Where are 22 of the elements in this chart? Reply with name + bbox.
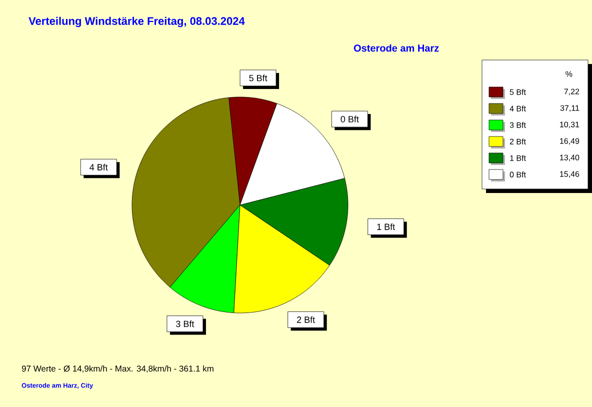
slice-label: 4 Bft <box>90 164 108 170</box>
data-label: 13,40 <box>560 154 580 162</box>
data-label: 15,46 <box>560 171 580 178</box>
legend-label: 2 Bft <box>510 138 526 144</box>
slice-label: 0 Bft <box>340 116 359 122</box>
data-label: 37,11 <box>560 105 580 112</box>
legend-label: 0 Bft <box>510 172 526 178</box>
legend-label: 1 Bft <box>510 155 526 161</box>
text: 97 Werte - Ø 14,9km/h - Max. 34,8km/h - 361.1 km <box>22 365 214 373</box>
legend-label: 4 Bft <box>510 106 526 112</box>
data-label: 16,49 <box>560 138 580 145</box>
slice-label: 3 Bft <box>176 320 194 328</box>
data-label: 10,31 <box>560 122 580 128</box>
legend-label: 3 Bft <box>510 122 526 128</box>
legend-label: 5 Bft <box>510 89 526 95</box>
chart-title: Verteilung Windstärke Freitag, 08.03.2024 <box>28 16 245 28</box>
slice-label: 1 Bft <box>377 223 396 230</box>
slice-label: 2 Bft <box>297 316 316 323</box>
legend-title: % <box>566 71 572 77</box>
slice-label: 5 Bft <box>249 74 268 82</box>
chart-subtitle: Osterode am Harz <box>354 44 439 52</box>
data-label: 7,22 <box>564 88 580 96</box>
